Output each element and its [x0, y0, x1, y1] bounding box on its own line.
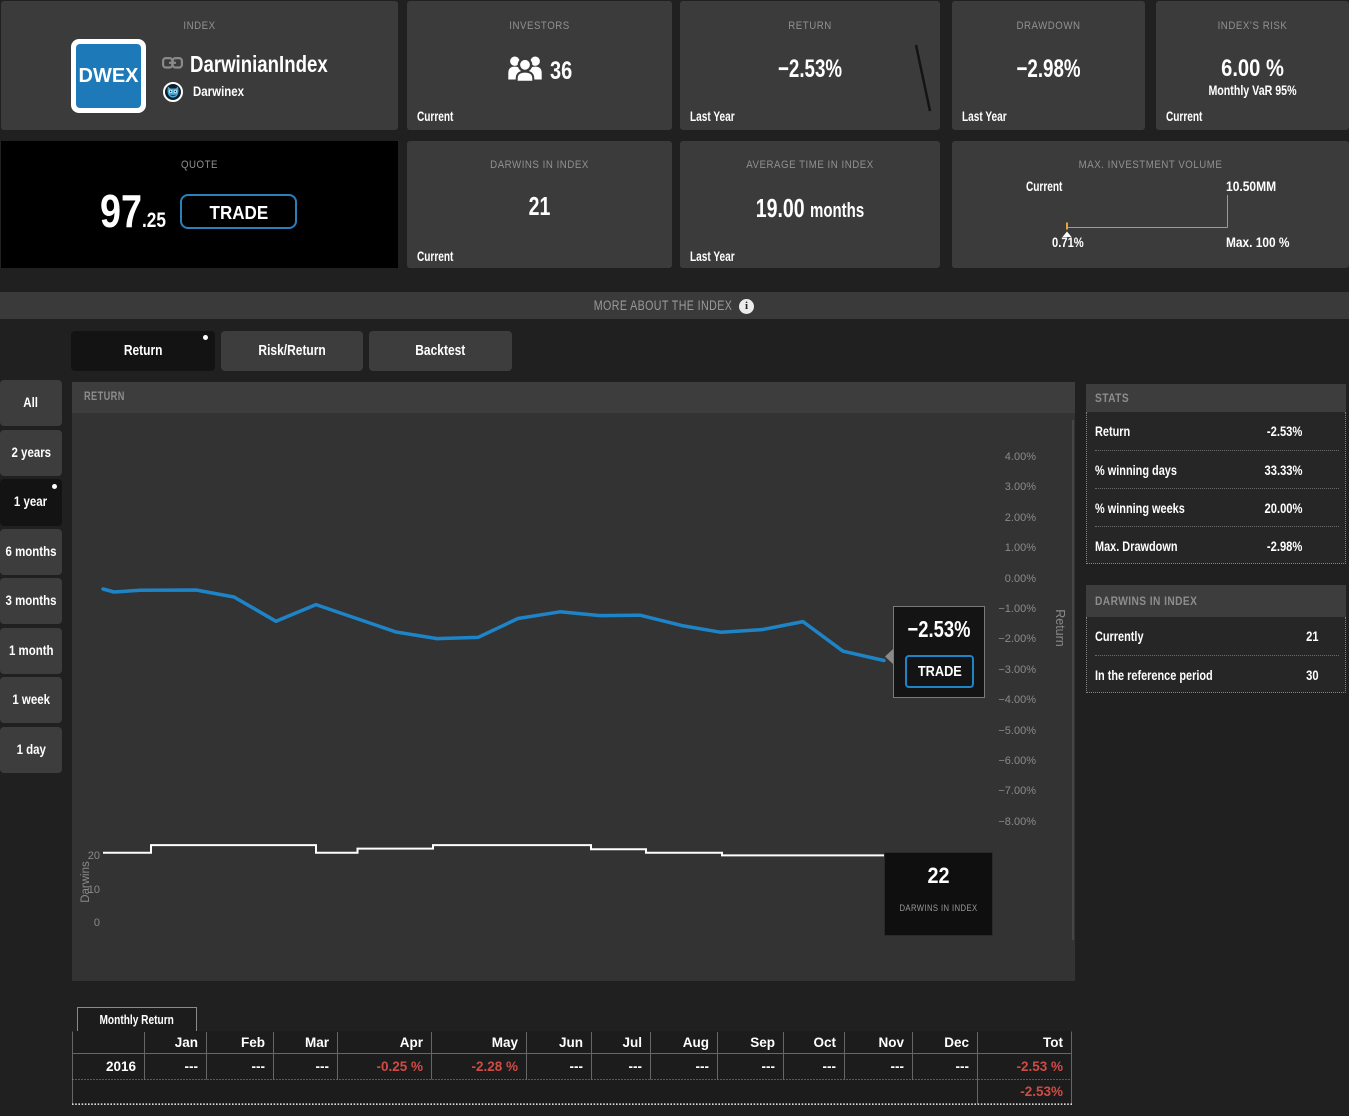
svg-text:Nov: Nov [878, 1035, 904, 1050]
svg-text:−4.00%: −4.00% [998, 694, 1036, 706]
svg-text:Oct: Oct [813, 1035, 836, 1050]
svg-text:0.00%: 0.00% [1005, 573, 1036, 585]
svg-text:---: --- [316, 1059, 330, 1074]
svg-text:---: --- [696, 1059, 710, 1074]
svg-text:Darwins: Darwins [80, 861, 92, 903]
svg-text:4.00%: 4.00% [1005, 451, 1036, 463]
svg-text:---: --- [823, 1059, 837, 1074]
svg-text:−3.00%: −3.00% [998, 664, 1036, 676]
svg-text:May: May [492, 1035, 519, 1050]
svg-text:−5.00%: −5.00% [998, 725, 1036, 737]
svg-text:−1.00%: −1.00% [998, 603, 1036, 615]
svg-text:Sep: Sep [750, 1035, 775, 1050]
svg-text:Tot: Tot [1043, 1035, 1063, 1050]
svg-text:−7.00%: −7.00% [998, 785, 1036, 797]
svg-text:Dec: Dec [944, 1035, 969, 1050]
svg-text:Jan: Jan [175, 1035, 198, 1050]
svg-text:3.00%: 3.00% [1005, 481, 1036, 493]
svg-text:2016: 2016 [106, 1059, 137, 1074]
svg-text:−2.00%: −2.00% [998, 633, 1036, 645]
svg-text:2.00%: 2.00% [1005, 512, 1036, 524]
svg-text:---: --- [956, 1059, 970, 1074]
svg-text:Jun: Jun [559, 1035, 583, 1050]
svg-text:---: --- [629, 1059, 643, 1074]
svg-text:Feb: Feb [241, 1035, 265, 1050]
svg-text:---: --- [570, 1059, 584, 1074]
svg-text:Mar: Mar [305, 1035, 330, 1050]
svg-text:-2.53%: -2.53% [1020, 1084, 1063, 1099]
svg-text:0: 0 [94, 917, 100, 929]
svg-text:---: --- [762, 1059, 776, 1074]
svg-text:---: --- [891, 1059, 905, 1074]
svg-text:---: --- [185, 1059, 199, 1074]
svg-text:−6.00%: −6.00% [998, 755, 1036, 767]
svg-text:Apr: Apr [400, 1035, 424, 1050]
svg-text:Return: Return [1053, 609, 1067, 647]
svg-text:-0.25 %: -0.25 % [376, 1059, 423, 1074]
svg-text:1.00%: 1.00% [1005, 542, 1036, 554]
svg-text:20: 20 [88, 850, 100, 862]
svg-text:---: --- [252, 1059, 266, 1074]
svg-text:−8.00%: −8.00% [998, 816, 1036, 828]
svg-text:-2.53 %: -2.53 % [1016, 1059, 1063, 1074]
svg-text:10: 10 [88, 884, 100, 896]
svg-text:Jul: Jul [622, 1035, 642, 1050]
svg-text:Aug: Aug [683, 1035, 709, 1050]
svg-text:-2.28 %: -2.28 % [471, 1059, 518, 1074]
